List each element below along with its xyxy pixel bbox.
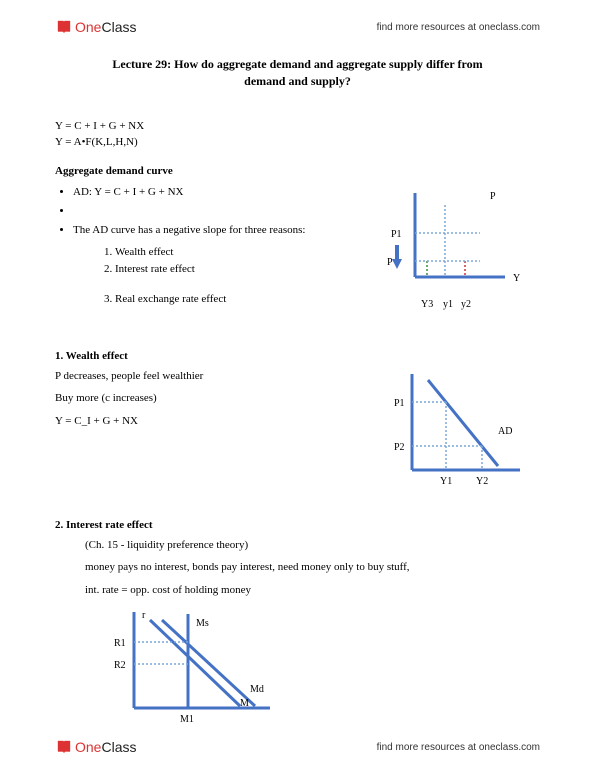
ad-heading: Aggregate demand curve	[55, 165, 540, 177]
header-link[interactable]: find more resources at oneclass.com	[377, 22, 540, 33]
chart2-svg: P1 P2 Y1 Y2 AD	[380, 368, 540, 498]
label-ad: AD	[498, 426, 512, 437]
label-ms: Ms	[196, 618, 209, 629]
label-r1: R1	[114, 638, 126, 649]
book-icon	[55, 738, 73, 756]
label-y3: Y3	[421, 299, 433, 310]
page-header: OneClass find more resources at oneclass…	[55, 18, 540, 36]
footer-link[interactable]: find more resources at oneclass.com	[377, 742, 540, 753]
book-icon	[55, 18, 73, 36]
bullet-empty	[73, 204, 375, 219]
wealth-heading: 1. Wealth effect	[55, 350, 540, 362]
reason-wealth: Wealth effect	[115, 245, 375, 260]
interest-sub1: (Ch. 15 - liquidity preference theory)	[85, 537, 540, 554]
chart-lras-shifts: P Y P1 P Y3 y1 y2	[385, 185, 540, 328]
equations-block: Y = C + I + G + NX Y = A•F(K,L,H,N)	[55, 118, 540, 151]
label-m: M	[240, 698, 249, 709]
equation-y-components: Y = C + I + G + NX	[55, 118, 540, 135]
label-md: Md	[250, 684, 264, 695]
footer-logo-text: OneClass	[75, 739, 136, 755]
chart-ad-curve: P1 P2 Y1 Y2 AD	[380, 368, 540, 501]
interest-sub2: money pays no interest, bonds pay intere…	[85, 559, 540, 576]
label-y1: y1	[443, 299, 453, 310]
slope-reasons: Wealth effect Interest rate effect	[115, 245, 375, 278]
label-y1-2: Y1	[440, 476, 452, 487]
logo-text: OneClass	[75, 19, 136, 35]
label-y2: y2	[461, 299, 471, 310]
label-plow: P	[387, 257, 393, 268]
ad-bullets: AD: Y = C + I + G + NX The AD curve has …	[73, 185, 375, 239]
chart3-svg: r R1 R2 Ms Md M M1	[100, 606, 300, 730]
footer-logo[interactable]: OneClass	[55, 738, 136, 756]
bullet-slope: The AD curve has a negative slope for th…	[73, 223, 375, 238]
chart-money-market: r R1 R2 Ms Md M M1	[100, 606, 540, 733]
wealth-line3: Y = C_I + G + NX	[55, 413, 370, 430]
chart1-svg: P Y P1 P Y3 y1 y2	[385, 185, 540, 325]
bullet-ad-eq: AD: Y = C + I + G + NX	[73, 185, 375, 200]
label-r2: R2	[114, 660, 126, 671]
equation-production: Y = A•F(K,L,H,N)	[55, 134, 540, 151]
label-y: Y	[513, 273, 520, 284]
reason-interest: Interest rate effect	[115, 262, 375, 277]
logo[interactable]: OneClass	[55, 18, 136, 36]
label-r: r	[142, 610, 146, 621]
label-p1-2: P1	[394, 398, 405, 409]
label-y2-2: Y2	[476, 476, 488, 487]
reason-exchange: Real exchange rate effect	[115, 292, 375, 307]
interest-heading: 2. Interest rate effect	[55, 519, 540, 531]
label-p: P	[490, 191, 496, 202]
wealth-line1: P decreases, people feel wealthier	[55, 368, 370, 385]
interest-sub3: int. rate = opp. cost of holding money	[85, 582, 540, 599]
label-p2: P2	[394, 442, 405, 453]
label-p1: P1	[391, 229, 402, 240]
page-footer: OneClass find more resources at oneclass…	[55, 738, 540, 756]
label-m1: M1	[180, 714, 194, 725]
wealth-line2: Buy more (c increases)	[55, 390, 370, 407]
lecture-title: Lecture 29: How do aggregate demand and …	[95, 56, 500, 90]
slope-reasons-cont: Real exchange rate effect	[115, 292, 375, 307]
